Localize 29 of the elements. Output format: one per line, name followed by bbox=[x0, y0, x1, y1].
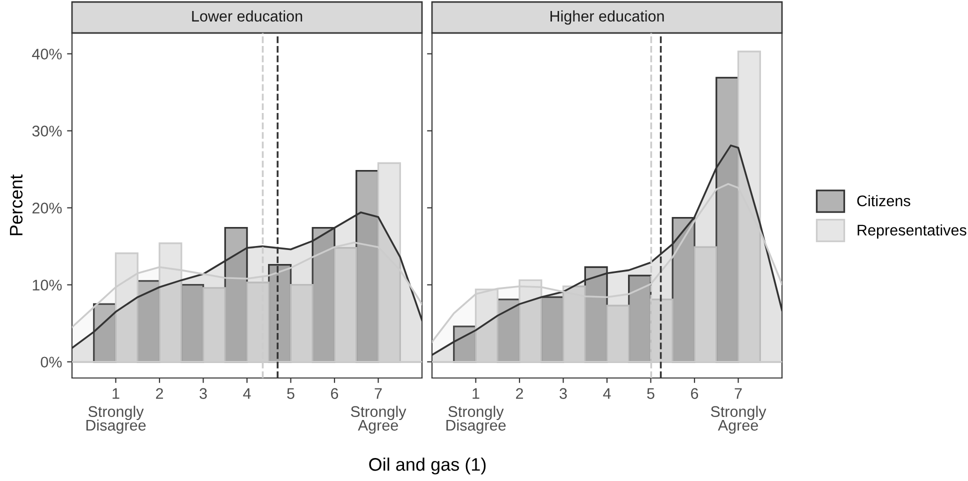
y-tick-label: 40% bbox=[32, 48, 62, 60]
legend-label: Representatives bbox=[858, 224, 966, 239]
x-tick-label: 2 bbox=[516, 388, 523, 399]
x-tick-label: 6 bbox=[691, 388, 698, 399]
text: Strongly Disagree bbox=[86, 406, 146, 434]
x-tick-label: 7 bbox=[734, 388, 742, 399]
x-tick-label: 1 bbox=[112, 388, 120, 399]
x-tick-label: 2 bbox=[156, 388, 163, 399]
y-tick-label: 30% bbox=[32, 126, 62, 136]
y-axis-title: Percent bbox=[10, 174, 23, 236]
x-tick-label: 1 bbox=[472, 388, 480, 399]
y-tick-label: 0% bbox=[40, 356, 62, 368]
text: Strongly Disagree bbox=[446, 406, 506, 434]
x-tick-label: 4 bbox=[243, 388, 251, 399]
x-tick-label: 7 bbox=[374, 388, 382, 399]
chart-title: Higher education bbox=[550, 10, 664, 25]
legend-label: Citizens bbox=[857, 195, 910, 206]
x-tick-label: 3 bbox=[560, 388, 567, 399]
y-tick-label: 10% bbox=[32, 280, 62, 291]
y-tick-label: 20% bbox=[32, 202, 62, 214]
x-tick-label: 4 bbox=[603, 388, 611, 399]
text: Strongly Agree bbox=[710, 406, 766, 434]
x-tick-label: 6 bbox=[331, 388, 338, 399]
text: Strongly Agree bbox=[350, 406, 406, 434]
x-tick-label: 3 bbox=[200, 388, 207, 399]
x-tick-label: 5 bbox=[647, 388, 654, 399]
x-axis-title: Oil and gas (1) bbox=[369, 458, 486, 474]
x-tick-label: 5 bbox=[287, 388, 294, 399]
chart-title: Lower education bbox=[192, 10, 302, 22]
